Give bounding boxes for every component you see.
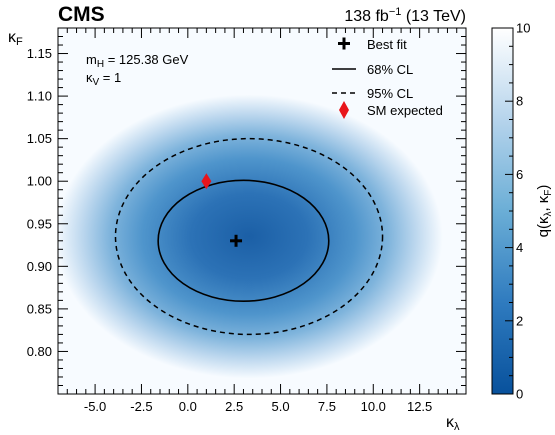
legend: Best fit 68% CL 95% CL SM expected <box>332 37 443 119</box>
x-tick-label: 5.0 <box>272 399 290 414</box>
y-tick-label: 0.80 <box>27 344 52 359</box>
x-tick-label: -5.0 <box>84 399 106 414</box>
y-tick-label: 0.85 <box>27 301 52 316</box>
experiment-label: CMS <box>58 3 105 26</box>
colorbar-axis: 0 2 4 6 8 10 <box>505 21 530 402</box>
best-fit-marker <box>230 234 243 247</box>
colorbar-tick-label: 2 <box>516 313 523 328</box>
colorbar-title: q(κλ, κF) <box>535 185 554 238</box>
legend-item-sm-expected: SM expected <box>339 101 443 119</box>
legend-item-95-cl: 95% CL <box>332 86 413 101</box>
contour-95-cl <box>114 137 384 336</box>
y-tick-label: 1.15 <box>27 46 52 61</box>
y-axis-title: κF <box>8 29 23 48</box>
x-tick-label: 10.0 <box>361 399 386 414</box>
y-tick-label: 1.00 <box>27 174 52 189</box>
luminosity-label: 138 fb−1 (13 TeV) <box>344 6 466 25</box>
x-axis-title: κλ <box>446 414 460 433</box>
y-axis: 0.80 0.85 0.90 0.95 1.00 1.05 1.10 1.15 <box>27 36 466 386</box>
colorbar-tick-label: 10 <box>516 21 530 36</box>
legend-label-68-cl: 68% CL <box>367 62 413 77</box>
x-tick-label: 7.5 <box>318 399 336 414</box>
colorbar-tick-label: 8 <box>516 94 523 109</box>
likelihood-heatmap <box>58 94 443 379</box>
y-tick-label: 1.10 <box>27 89 52 104</box>
x-tick-label: 0.0 <box>179 399 197 414</box>
y-tick-label: 0.90 <box>27 259 52 274</box>
x-tick-label: -2.5 <box>130 399 152 414</box>
legend-item-68-cl: 68% CL <box>332 62 413 77</box>
y-tick-label: 0.95 <box>27 216 52 231</box>
x-axis: -5.0 -2.5 0.0 2.5 5.0 7.5 10.0 12.5 <box>66 28 458 414</box>
legend-label-best-fit: Best fit <box>367 37 407 52</box>
higgs-mass-annotation: mH = 125.38 GeV <box>86 52 189 70</box>
legend-label-95-cl: 95% CL <box>367 86 413 101</box>
colorbar-tick-label: 6 <box>516 167 523 182</box>
kappa-v-annotation: κV = 1 <box>86 70 121 88</box>
colorbar-tick-label: 0 <box>516 387 523 402</box>
x-tick-label: 2.5 <box>225 399 243 414</box>
x-tick-label: 12.5 <box>407 399 432 414</box>
legend-item-best-fit: Best fit <box>338 37 407 52</box>
contour-68-cl <box>157 179 330 303</box>
y-tick-label: 1.05 <box>27 131 52 146</box>
colorbar-tick-label: 4 <box>516 240 523 255</box>
legend-label-sm-expected: SM expected <box>367 103 443 118</box>
sm-expected-marker <box>201 173 212 190</box>
